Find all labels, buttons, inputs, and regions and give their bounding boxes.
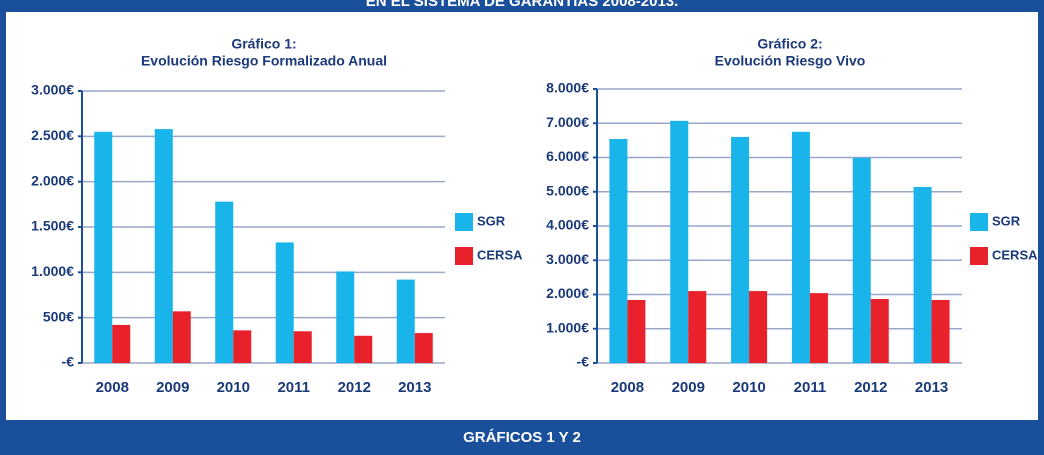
y-tick-label: 2.000€ bbox=[31, 172, 74, 188]
bar bbox=[791, 131, 810, 363]
y-tick-label: -€ bbox=[62, 354, 75, 370]
y-tick-label: 6.000€ bbox=[546, 148, 589, 164]
bar bbox=[172, 311, 191, 363]
bar bbox=[336, 271, 355, 363]
x-tick-label: 2011 bbox=[794, 379, 827, 396]
y-tick-label: 3.000€ bbox=[31, 82, 74, 98]
legend-label: SGR bbox=[477, 213, 506, 228]
legend-label: CERSA bbox=[992, 247, 1038, 262]
y-tick-label: 2.000€ bbox=[546, 285, 589, 301]
bar bbox=[94, 131, 113, 363]
legend-swatch bbox=[455, 247, 473, 265]
y-tick-label: 3.000€ bbox=[546, 251, 589, 267]
bar bbox=[731, 136, 750, 363]
bar bbox=[293, 331, 312, 363]
legend-label: CERSA bbox=[477, 247, 523, 262]
x-tick-label: 2013 bbox=[398, 379, 431, 396]
legend-swatch bbox=[455, 213, 473, 231]
y-tick-label: 1.000€ bbox=[31, 263, 74, 279]
chart-title: Gráfico 2: bbox=[757, 36, 822, 52]
bar bbox=[931, 299, 950, 363]
bar bbox=[749, 291, 768, 363]
y-tick-label: 1.000€ bbox=[546, 319, 589, 335]
bar bbox=[396, 279, 415, 363]
y-tick-label: 7.000€ bbox=[546, 114, 589, 130]
y-tick-label: 5.000€ bbox=[546, 182, 589, 198]
y-tick-label: -€ bbox=[577, 354, 590, 370]
x-tick-label: 2008 bbox=[96, 379, 129, 396]
chart-subtitle: Evolución Riesgo Formalizado Anual bbox=[141, 53, 387, 69]
top-banner bbox=[0, 0, 1044, 12]
x-tick-label: 2012 bbox=[338, 379, 371, 396]
legend-label: SGR bbox=[992, 213, 1021, 228]
bar bbox=[627, 299, 646, 363]
bar bbox=[670, 120, 689, 363]
bar bbox=[414, 333, 433, 363]
right-border bbox=[1038, 0, 1044, 455]
top-banner-text: EN EL SISTEMA DE GARANTÍAS 2008-2013. bbox=[366, 0, 679, 10]
y-tick-label: 1.500€ bbox=[31, 218, 74, 234]
bar bbox=[112, 324, 131, 363]
legend-swatch bbox=[970, 247, 988, 265]
x-tick-label: 2013 bbox=[915, 379, 948, 396]
legend-swatch bbox=[970, 213, 988, 231]
bar bbox=[913, 186, 932, 363]
x-tick-label: 2008 bbox=[611, 379, 644, 396]
x-tick-label: 2012 bbox=[854, 379, 887, 396]
x-tick-label: 2009 bbox=[156, 379, 189, 396]
x-tick-label: 2009 bbox=[672, 379, 705, 396]
chart-subtitle: Evolución Riesgo Vivo bbox=[715, 53, 866, 69]
bar bbox=[809, 293, 828, 363]
bar bbox=[233, 330, 252, 363]
bottom-banner-text: GRÁFICOS 1 Y 2 bbox=[463, 429, 581, 446]
bar bbox=[154, 129, 173, 363]
bar bbox=[275, 242, 294, 363]
left-border bbox=[0, 0, 6, 455]
bar bbox=[688, 291, 707, 363]
bar bbox=[354, 335, 373, 363]
bar bbox=[609, 139, 628, 363]
y-tick-label: 500€ bbox=[43, 308, 74, 324]
y-tick-label: 4.000€ bbox=[546, 217, 589, 233]
x-tick-label: 2010 bbox=[217, 379, 250, 396]
bar bbox=[852, 157, 871, 363]
chart-title: Gráfico 1: bbox=[231, 36, 296, 52]
x-tick-label: 2011 bbox=[277, 379, 310, 396]
y-tick-label: 8.000€ bbox=[546, 80, 589, 96]
x-tick-label: 2010 bbox=[732, 379, 765, 396]
bar bbox=[215, 201, 234, 363]
bar bbox=[870, 298, 889, 363]
bottom-banner bbox=[0, 420, 1044, 455]
y-tick-label: 2.500€ bbox=[31, 127, 74, 143]
